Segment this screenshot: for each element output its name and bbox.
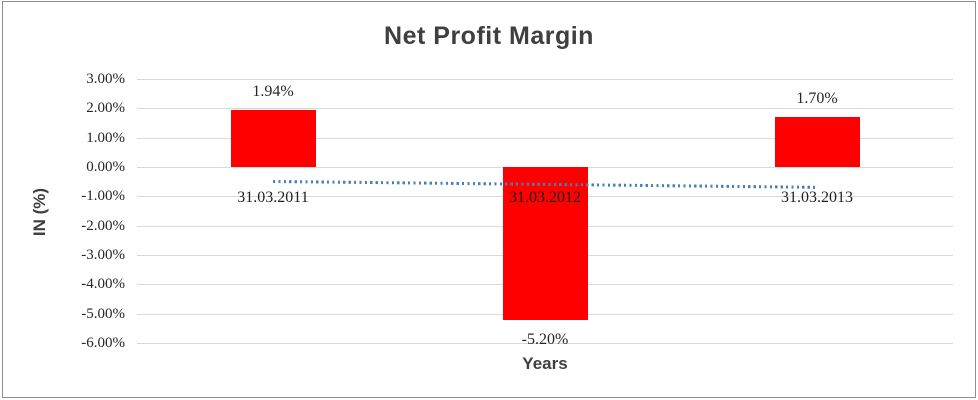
bar-31.03.2011 (231, 110, 316, 167)
gridline (137, 138, 953, 139)
y-axis-tick-label: -4.00% (81, 276, 125, 292)
y-axis-tick-label: -5.00% (81, 306, 125, 322)
y-axis-tick-label: -6.00% (81, 335, 125, 351)
gridline (137, 108, 953, 109)
y-axis-tick-label: -3.00% (81, 247, 125, 263)
y-axis-tick-label: 1.00% (86, 130, 125, 146)
y-axis-tick-label: -2.00% (81, 218, 125, 234)
gridline (137, 79, 953, 80)
x-axis-category-label: 31.03.2012 (509, 189, 581, 206)
data-label: 1.70% (796, 90, 838, 107)
chart-title: Net Profit Margin (384, 22, 594, 50)
bar-31.03.2012 (503, 167, 588, 320)
x-axis-category-label: 31.03.2011 (237, 189, 309, 206)
y-axis-tick-label: -1.00% (81, 188, 125, 204)
bar-31.03.2013 (775, 117, 860, 167)
gridline (137, 343, 953, 344)
y-axis-tick-label: 0.00% (86, 159, 125, 175)
data-label: -5.20% (521, 331, 569, 348)
y-axis-tick-label: 2.00% (86, 100, 125, 116)
x-axis-category-label: 31.03.2013 (781, 189, 853, 206)
data-label: 1.94% (252, 83, 294, 100)
x-axis-title: Years (522, 354, 568, 373)
y-axis-tick-label: 3.00% (86, 71, 125, 87)
